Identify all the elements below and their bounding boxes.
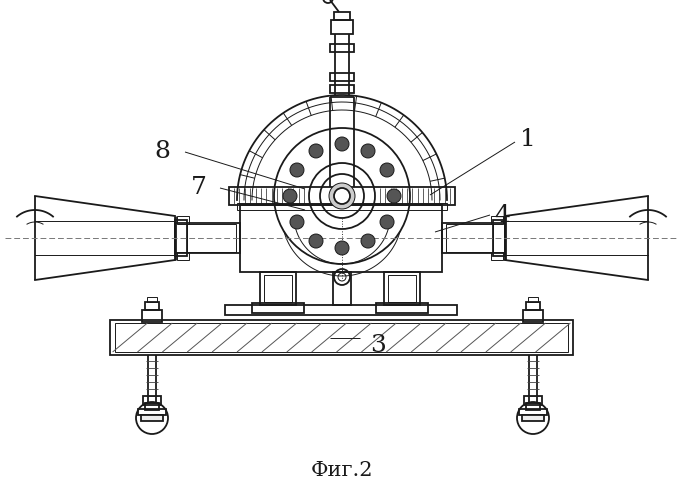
Bar (519, 409, 547, 415)
Circle shape (283, 189, 297, 203)
Bar (522, 415, 544, 421)
Bar (334, 12, 350, 20)
Bar (264, 275, 292, 302)
Circle shape (309, 234, 323, 248)
Bar (115, 323, 568, 352)
Circle shape (361, 144, 375, 158)
Text: Фиг.2: Фиг.2 (311, 460, 373, 479)
Bar (260, 272, 296, 305)
Bar (142, 310, 162, 322)
Bar (526, 302, 540, 310)
Text: 7: 7 (191, 176, 207, 200)
Circle shape (329, 183, 355, 209)
Bar (331, 20, 353, 34)
Circle shape (290, 215, 304, 229)
Bar (177, 216, 189, 224)
Bar (384, 272, 420, 305)
Bar (442, 223, 505, 253)
Bar (141, 415, 163, 421)
Bar (333, 272, 351, 305)
Bar (446, 224, 493, 252)
Bar (145, 302, 159, 310)
Bar (330, 73, 354, 81)
Text: 8: 8 (154, 140, 170, 164)
Bar (110, 320, 573, 355)
Bar (491, 252, 503, 260)
Text: 1: 1 (520, 128, 535, 152)
Circle shape (334, 188, 350, 204)
Text: 4: 4 (494, 204, 510, 227)
Bar (523, 310, 543, 322)
Bar (252, 303, 304, 313)
Circle shape (380, 163, 394, 177)
Bar (524, 396, 542, 405)
Bar (177, 252, 189, 260)
Circle shape (335, 137, 349, 151)
Bar (147, 297, 157, 302)
Bar (143, 396, 161, 405)
Bar (376, 303, 428, 313)
Text: 3: 3 (370, 334, 386, 356)
Bar (330, 85, 354, 93)
Bar (388, 275, 416, 302)
Bar (145, 403, 159, 410)
Circle shape (335, 241, 349, 255)
Bar (493, 220, 505, 256)
Circle shape (380, 215, 394, 229)
Bar (175, 223, 240, 253)
Bar (187, 224, 236, 252)
Circle shape (387, 189, 401, 203)
Bar (330, 44, 354, 52)
Bar (175, 220, 187, 256)
Bar (240, 205, 442, 272)
Bar (225, 305, 457, 315)
Bar (491, 216, 503, 224)
Bar (526, 403, 540, 410)
Bar (229, 187, 455, 205)
Bar (237, 203, 447, 210)
Circle shape (361, 234, 375, 248)
Bar (528, 297, 538, 302)
Bar (138, 409, 166, 415)
Circle shape (309, 144, 323, 158)
Circle shape (290, 163, 304, 177)
